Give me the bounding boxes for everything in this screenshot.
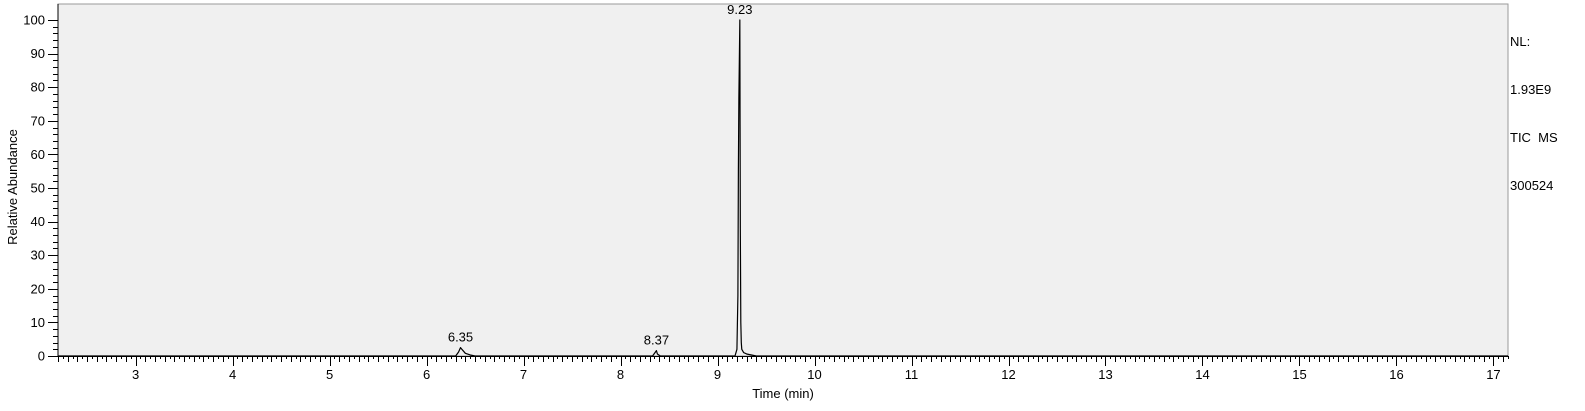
peak-label: 9.23 xyxy=(727,2,752,17)
nl-value: 1.93E9 xyxy=(1510,82,1552,97)
y-tick-label: 40 xyxy=(31,214,45,229)
y-tick-label: 50 xyxy=(31,181,45,196)
scan-filter: TIC MS xyxy=(1510,130,1558,145)
x-axis-title: Time (min) xyxy=(752,386,814,401)
y-tick-label: 100 xyxy=(23,13,45,28)
series-group xyxy=(58,19,1508,357)
peak-labels: 6.35 8.37 9.23 xyxy=(448,2,753,348)
x-tick-label: 3 xyxy=(132,367,139,382)
x-tick-label: 4 xyxy=(229,367,236,382)
peak-label: 6.35 xyxy=(448,330,473,345)
y-tick-label: 70 xyxy=(31,113,45,128)
y-tick-label: 60 xyxy=(31,147,45,162)
peak-label: 8.37 xyxy=(644,333,669,348)
y-tick-label: 90 xyxy=(31,46,45,61)
y-tick-label: 30 xyxy=(31,248,45,263)
y-tick-label: 20 xyxy=(31,281,45,296)
x-tick-label: 10 xyxy=(807,367,821,382)
y-tick-label: 0 xyxy=(38,349,45,364)
y-tick-label: 10 xyxy=(31,315,45,330)
x-tick-label: 16 xyxy=(1389,367,1403,382)
x-tick-label: 5 xyxy=(326,367,333,382)
x-tick-label: 14 xyxy=(1195,367,1209,382)
nl-label: NL: xyxy=(1510,34,1531,49)
x-tick-label: 8 xyxy=(617,367,624,382)
plot-area xyxy=(57,3,1509,357)
x-tick-label: 15 xyxy=(1292,367,1306,382)
tic-trace xyxy=(58,19,1508,357)
x-tick-label: 9 xyxy=(714,367,721,382)
y-axis: 0 10 20 30 40 50 60 70 80 90 100 xyxy=(23,4,59,364)
x-tick-label: 7 xyxy=(520,367,527,382)
x-tick-label: 13 xyxy=(1098,367,1112,382)
normalization-info: NL: 1.93E9 TIC MS 300524 xyxy=(1510,2,1558,210)
file-name: 300524 xyxy=(1510,178,1554,193)
y-tick-label: 80 xyxy=(31,80,45,95)
y-axis-title: Relative Abundance xyxy=(5,129,20,245)
x-axis: 3 4 5 6 7 8 9 10 11 12 13 14 15 16 17 xyxy=(58,356,1509,382)
x-tick-label: 12 xyxy=(1001,367,1015,382)
x-tick-label: 11 xyxy=(905,367,919,382)
x-tick-label: 6 xyxy=(423,367,430,382)
x-tick-label: 17 xyxy=(1486,367,1500,382)
